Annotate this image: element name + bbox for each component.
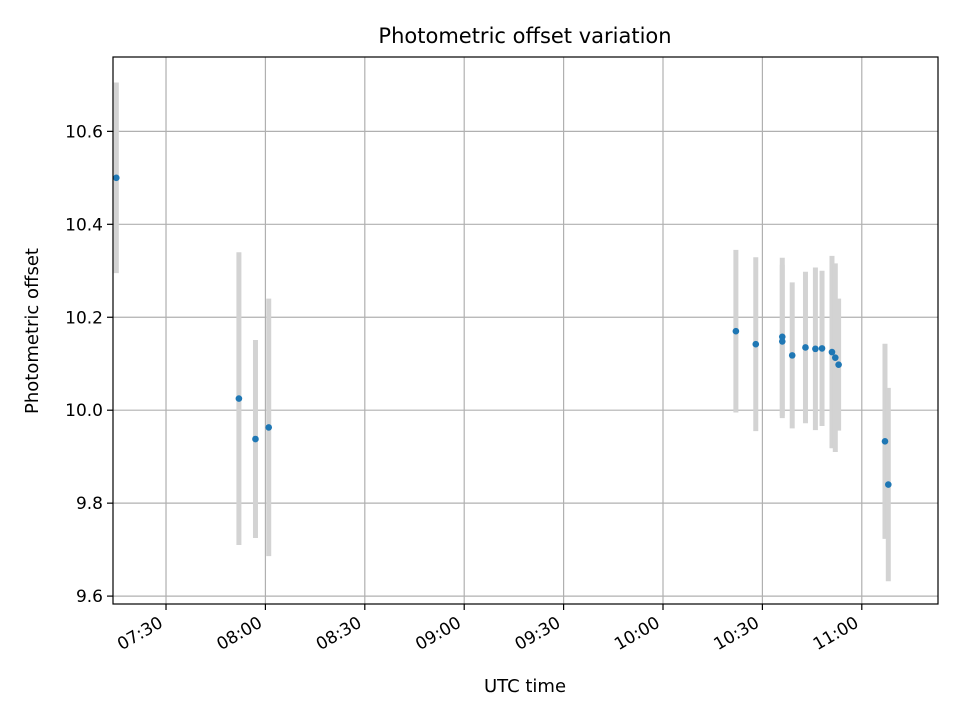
data-point — [828, 348, 836, 356]
data-point — [812, 345, 819, 353]
data-point — [778, 338, 786, 345]
data-point — [831, 354, 839, 361]
data-point — [113, 174, 120, 182]
plot-frame — [112, 56, 939, 605]
data-point — [752, 340, 760, 348]
data-point — [818, 345, 826, 352]
y-tick-label: 10.6 — [65, 122, 103, 142]
data-point — [802, 344, 809, 351]
y-axis-label: Photometric offset — [22, 248, 43, 414]
y-tick-label: 10.0 — [65, 401, 103, 421]
data-point — [265, 424, 273, 431]
data-point — [835, 361, 842, 368]
chart-title: Photometric offset variation — [378, 24, 671, 48]
data-point — [252, 435, 259, 443]
data-point — [881, 438, 889, 445]
data-points — [113, 174, 892, 488]
y-tick-label: 10.4 — [65, 215, 103, 235]
data-point — [235, 395, 243, 402]
data-point — [732, 327, 740, 335]
y-tick-label: 9.8 — [76, 494, 103, 514]
y-tick-label: 10.2 — [65, 308, 103, 328]
y-tick-label: 9.6 — [76, 587, 103, 607]
data-point — [788, 352, 796, 359]
y-axis-ticks: 9.6 9.8 10.0 10.2 10.4 10.6 — [65, 122, 113, 607]
grid — [113, 57, 938, 604]
data-point — [885, 481, 892, 488]
data-point — [778, 333, 786, 341]
x-axis-label: UTC time — [484, 676, 566, 697]
